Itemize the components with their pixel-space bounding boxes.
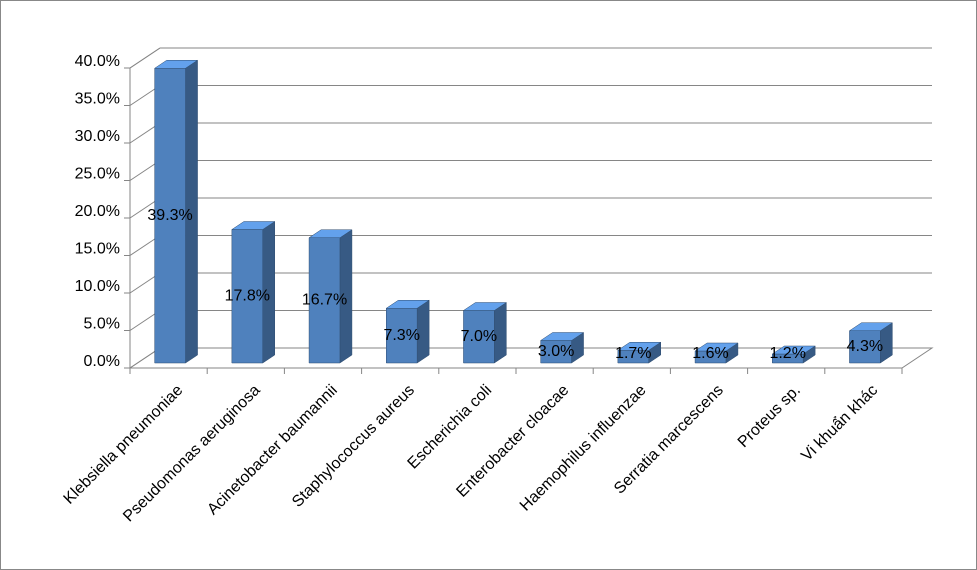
- value-label: 7.0%: [461, 328, 497, 345]
- bar: [848, 322, 894, 364]
- bar-top: [848, 322, 894, 331]
- bar-top: [385, 300, 430, 309]
- bar-top: [771, 345, 816, 355]
- bar: [385, 299, 430, 364]
- bar-top: [153, 60, 199, 69]
- bar: [308, 229, 353, 364]
- value-label: 4.3%: [847, 338, 883, 355]
- value-label: 1.2%: [769, 345, 805, 362]
- y-tick-label: 40.0%: [75, 53, 120, 70]
- bar-top: [308, 229, 353, 238]
- grid-line: [129, 47, 161, 69]
- value-label: 39.3%: [147, 207, 192, 224]
- bar: [231, 221, 276, 364]
- value-label: 3.0%: [538, 343, 574, 360]
- bar-top: [539, 332, 585, 341]
- bar: [462, 302, 508, 364]
- y-tick-label: 10.0%: [75, 278, 120, 295]
- bar: [694, 342, 739, 364]
- y-tick-label: 25.0%: [75, 166, 120, 183]
- bar-top: [231, 221, 276, 230]
- bar: [617, 341, 662, 364]
- y-tick-label: 30.0%: [75, 128, 120, 145]
- y-tick-label: 35.0%: [75, 91, 120, 108]
- value-label: 7.3%: [383, 327, 419, 344]
- y-tick-label: 5.0%: [84, 316, 120, 333]
- y-tick-label: 0.0%: [84, 353, 120, 370]
- bar: [771, 345, 816, 364]
- bar: [153, 59, 199, 364]
- value-label: 1.7%: [615, 345, 651, 362]
- y-tick-label: 20.0%: [75, 203, 120, 220]
- y-tick-label: 15.0%: [75, 241, 120, 258]
- bar-top: [462, 302, 508, 311]
- bar: [539, 332, 585, 364]
- value-label: 1.6%: [692, 345, 728, 362]
- value-label: 16.7%: [302, 292, 347, 309]
- bar-top: [694, 342, 739, 352]
- value-label: 17.8%: [225, 287, 270, 304]
- bar-top: [617, 342, 662, 351]
